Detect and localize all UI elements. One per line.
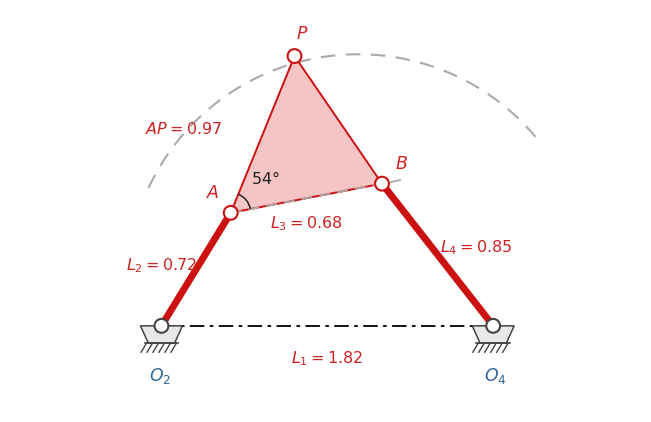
Text: $B$: $B$ (395, 155, 408, 173)
Text: $P$: $P$ (296, 25, 308, 43)
Text: $O_2$: $O_2$ (148, 366, 171, 386)
Text: $O_4$: $O_4$ (484, 366, 506, 386)
Polygon shape (141, 326, 182, 343)
Circle shape (375, 177, 389, 191)
Circle shape (224, 206, 238, 220)
Text: $L_1 = 1.82$: $L_1 = 1.82$ (292, 349, 363, 368)
Circle shape (154, 319, 169, 333)
Text: $L_3 = 0.68$: $L_3 = 0.68$ (270, 214, 342, 233)
Polygon shape (472, 326, 514, 343)
Text: $A$: $A$ (206, 184, 220, 202)
Polygon shape (230, 56, 382, 213)
Text: $AP = 0.97$: $AP = 0.97$ (145, 121, 222, 137)
Text: $L_4 = 0.85$: $L_4 = 0.85$ (440, 238, 512, 257)
Circle shape (486, 319, 500, 333)
Circle shape (288, 49, 301, 63)
Text: $L_2 = 0.72$: $L_2 = 0.72$ (126, 256, 197, 275)
Text: $54°$: $54°$ (251, 170, 280, 187)
